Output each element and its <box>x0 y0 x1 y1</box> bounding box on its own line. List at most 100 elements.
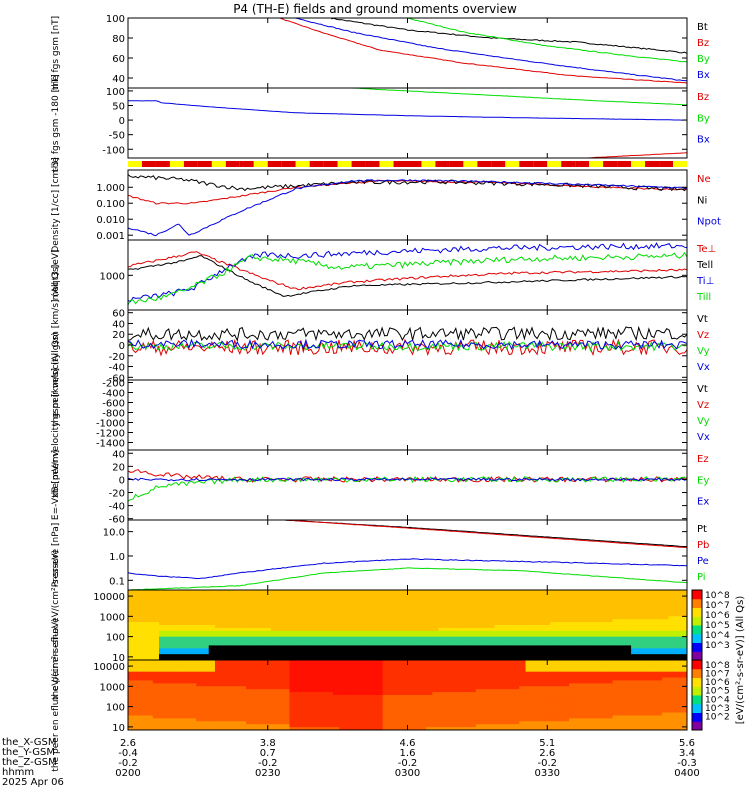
heatmap-cell <box>208 648 216 652</box>
heatmap-cell <box>134 712 141 716</box>
heatmap-cell <box>128 697 135 702</box>
heatmap-cell <box>214 633 222 638</box>
heatmap-cell <box>233 610 241 614</box>
heatmap-cell <box>568 697 576 702</box>
heatmap-cell <box>301 703 309 708</box>
heatmap-cell <box>662 636 669 641</box>
heatmap-cell <box>364 718 371 722</box>
heatmap-cell <box>332 674 340 678</box>
heatmap-cell <box>494 630 502 635</box>
heatmap-cell <box>227 648 235 652</box>
y-tick-label: 0.010 <box>96 215 125 226</box>
heatmap-cell <box>506 665 514 670</box>
heatmap-cell <box>618 660 626 664</box>
heatmap-cell <box>674 651 682 655</box>
heatmap-cell <box>432 700 440 705</box>
heatmap-cell <box>128 674 135 678</box>
heatmap-cell <box>407 627 415 632</box>
heatmap-cell <box>202 657 210 661</box>
heatmap-cell <box>183 700 191 705</box>
heatmap-cell <box>488 660 495 664</box>
heatmap-cell <box>140 598 148 603</box>
heatmap-cell <box>568 657 576 661</box>
legend-label-ti: Ti⊥ <box>696 276 714 287</box>
heatmap-cell <box>376 592 384 597</box>
heatmap-cell <box>252 662 259 667</box>
heatmap-cell <box>395 689 402 693</box>
heatmap-cell <box>221 697 228 702</box>
heatmap-cell <box>295 592 303 597</box>
heatmap-cell <box>134 633 141 638</box>
heatmap-cell <box>183 715 191 719</box>
heatmap-cell <box>463 721 471 725</box>
heatmap-cell <box>475 633 483 638</box>
heatmap-cell <box>177 671 185 676</box>
heatmap-cell <box>289 677 297 681</box>
heatmap-cell <box>662 689 669 693</box>
heatmap-cell <box>450 668 458 673</box>
heatmap-cell <box>544 712 551 716</box>
heatmap-cell <box>450 671 458 676</box>
heatmap-cell <box>413 627 421 632</box>
heatmap-cell <box>475 610 483 614</box>
heatmap-cell <box>351 683 359 687</box>
heatmap-cell <box>662 677 669 681</box>
heatmap-cell <box>668 601 676 606</box>
heatmap-cell <box>612 654 620 658</box>
heatmap-cell <box>519 706 527 711</box>
heatmap-cell <box>295 613 303 617</box>
heatmap-cell <box>606 683 613 687</box>
heatmap-cell <box>525 665 533 670</box>
heatmap-cell <box>531 660 539 664</box>
heatmap-cell <box>637 727 645 731</box>
heatmap-cell <box>631 642 638 646</box>
heatmap-cell <box>202 619 210 623</box>
heatmap-cell <box>264 692 272 696</box>
heatmap-cell <box>252 721 259 725</box>
heatmap-cell <box>544 721 551 725</box>
heatmap-cell <box>289 604 297 608</box>
heatmap-cell <box>668 724 676 728</box>
heatmap-cell <box>649 721 657 725</box>
heatmap-cell <box>587 622 595 626</box>
heatmap-cell <box>506 706 514 711</box>
heatmap-cell <box>426 610 433 614</box>
heatmap-cell <box>519 630 527 635</box>
heatmap-cell <box>128 695 135 699</box>
heatmap-cell <box>395 727 402 731</box>
heatmap-cell <box>450 703 458 708</box>
legend-label-vt: Vt <box>697 384 708 395</box>
heatmap-cell <box>649 715 657 719</box>
heatmap-cell <box>494 639 502 643</box>
heatmap-cell <box>332 703 340 708</box>
heatmap-cell <box>227 683 235 687</box>
heatmap-cell <box>662 590 669 594</box>
heatmap-cell <box>308 680 315 684</box>
heatmap-cell <box>680 636 688 641</box>
heatmap-cell <box>575 695 582 699</box>
heatmap-cell <box>140 697 148 702</box>
heatmap-cell <box>277 715 284 719</box>
heatmap-cell <box>221 619 228 623</box>
heatmap-cell <box>332 660 340 664</box>
heatmap-cell <box>252 686 259 690</box>
heatmap-cell <box>438 633 446 638</box>
heatmap-cell <box>308 639 315 643</box>
heatmap-cell <box>258 697 266 702</box>
heatmap-cell <box>376 689 384 693</box>
heatmap-cell <box>370 727 377 731</box>
heatmap-cell <box>395 651 402 655</box>
heatmap-cell <box>649 630 657 635</box>
heatmap-cell <box>600 619 607 623</box>
heatmap-cell <box>140 619 148 623</box>
heatmap-cell <box>246 700 253 705</box>
heatmap-cell <box>283 654 290 658</box>
heatmap-cell <box>295 674 303 678</box>
heatmap-cell <box>258 695 266 699</box>
heatmap-cell <box>314 680 322 684</box>
heatmap-cell <box>662 706 669 711</box>
heatmap-cell <box>376 703 384 708</box>
heatmap-cell <box>202 630 210 635</box>
heatmap-cell <box>177 639 185 643</box>
heatmap-cell <box>606 636 613 641</box>
